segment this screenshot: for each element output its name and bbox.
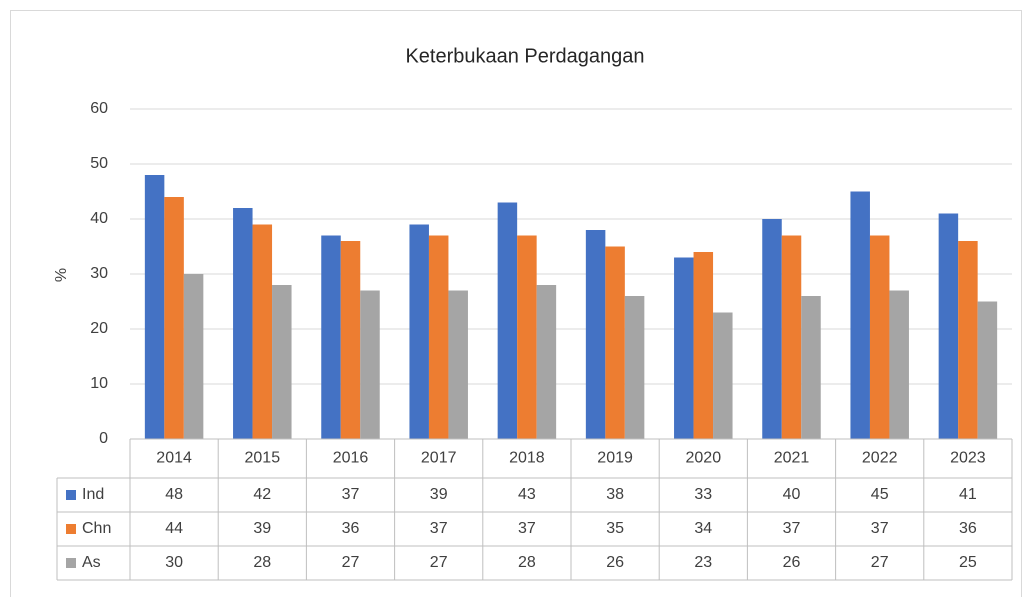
bar (585, 230, 606, 439)
bar (360, 290, 380, 439)
bar (693, 252, 714, 439)
data-table-value: 34 (694, 520, 712, 537)
y-axis-label: % (53, 268, 70, 282)
x-tick-label: 2019 (597, 450, 633, 467)
data-table-value: 23 (694, 554, 712, 571)
bar (252, 224, 273, 439)
x-tick-label: 2016 (333, 450, 369, 467)
bar (977, 301, 998, 439)
data-table-value: 39 (430, 486, 448, 503)
data-table-value: 26 (783, 554, 801, 571)
bar (448, 290, 468, 439)
data-table-value: 37 (871, 520, 889, 537)
data-table-value: 36 (342, 520, 360, 537)
y-tick-label: 50 (90, 155, 108, 172)
data-table-value: 26 (606, 554, 624, 571)
bar (781, 235, 802, 439)
bar (409, 224, 429, 439)
data-table-value: 37 (342, 486, 360, 503)
bar (144, 175, 165, 439)
y-tick-label: 30 (90, 265, 108, 282)
x-tick-label: 2023 (950, 450, 986, 467)
bar (183, 274, 204, 439)
data-table-value: 27 (871, 554, 889, 571)
data-table-value: 40 (783, 486, 801, 503)
x-tick-label: 2014 (156, 450, 192, 467)
x-tick-label: 2022 (862, 450, 898, 467)
bar (233, 208, 253, 439)
legend-label: Ind (82, 486, 104, 503)
data-table-value: 28 (518, 554, 536, 571)
bar (536, 285, 557, 439)
y-tick-label: 60 (90, 100, 108, 117)
data-table-value: 45 (871, 486, 889, 503)
x-tick-label: 2015 (245, 450, 281, 467)
data-table-value: 28 (253, 554, 271, 571)
bar (713, 312, 733, 439)
data-table-value: 27 (430, 554, 448, 571)
data-table-value: 25 (959, 554, 977, 571)
x-tick-label: 2017 (421, 450, 457, 467)
x-tick-label: 2020 (686, 450, 722, 467)
data-table-value: 33 (694, 486, 712, 503)
y-tick-label: 10 (90, 375, 108, 392)
data-table-value: 48 (165, 486, 183, 503)
y-tick-label: 20 (90, 320, 108, 337)
legend-key (66, 490, 76, 500)
data-table-value: 36 (959, 520, 977, 537)
data-table-value: 41 (959, 486, 977, 503)
bar (801, 296, 821, 439)
bar (321, 235, 341, 439)
bar (762, 219, 782, 439)
y-tick-label: 40 (90, 210, 108, 227)
data-table-value: 39 (253, 520, 271, 537)
data-table-value: 37 (430, 520, 448, 537)
chart-title: Keterbukaan Perdagangan (405, 45, 644, 67)
data-table-value: 30 (165, 554, 183, 571)
bar (674, 257, 694, 439)
legend-label: Chn (82, 520, 111, 537)
legend-key (66, 558, 76, 568)
data-table-value: 35 (606, 520, 624, 537)
bar (272, 285, 292, 439)
bar (958, 241, 978, 439)
bar (938, 213, 959, 439)
x-tick-label: 2018 (509, 450, 545, 467)
data-table-value: 37 (518, 520, 536, 537)
data-table-value: 38 (606, 486, 624, 503)
x-tick-label: 2021 (774, 450, 810, 467)
bar (889, 290, 909, 439)
legend-key (66, 524, 76, 534)
bar (428, 235, 449, 439)
bar (869, 235, 890, 439)
bar (497, 202, 518, 439)
data-table-value: 27 (342, 554, 360, 571)
legend-label: As (82, 554, 101, 571)
data-table-value: 44 (165, 520, 183, 537)
y-tick-label: 0 (99, 430, 108, 447)
bar (624, 296, 645, 439)
bar (340, 241, 361, 439)
bar (850, 191, 870, 439)
data-table-value: 43 (518, 486, 536, 503)
bar (164, 197, 184, 439)
bar (605, 246, 625, 439)
bar (517, 235, 537, 439)
data-table-value: 42 (253, 486, 271, 503)
data-table-value: 37 (783, 520, 801, 537)
